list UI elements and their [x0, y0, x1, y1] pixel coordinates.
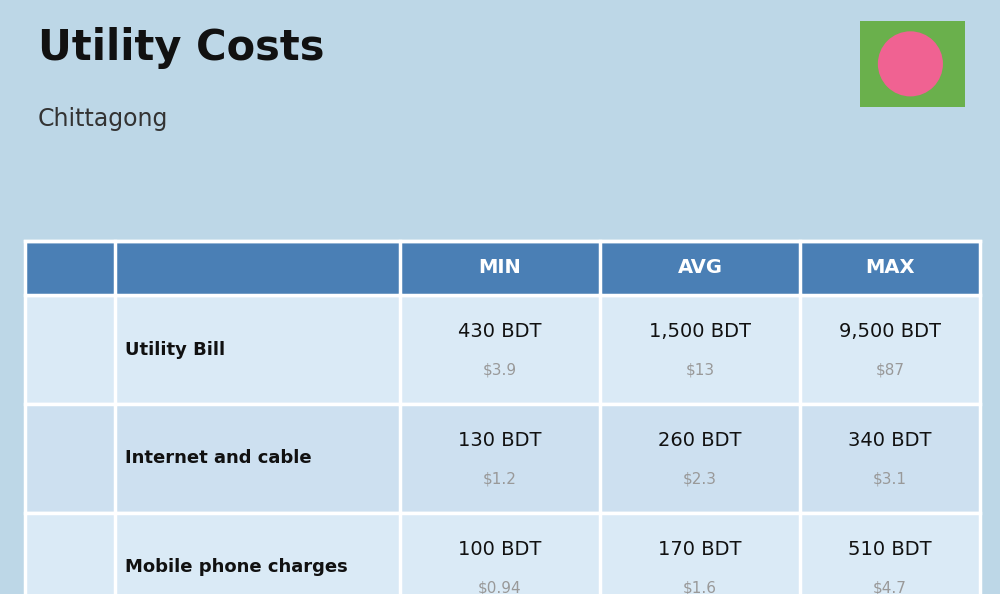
Text: $1.6: $1.6: [683, 580, 717, 594]
Text: Utility Bill: Utility Bill: [125, 340, 225, 359]
Text: 1,500 BDT: 1,500 BDT: [649, 323, 751, 341]
Text: 130 BDT: 130 BDT: [458, 431, 542, 450]
Text: $0.94: $0.94: [478, 580, 522, 594]
Text: Utility Costs: Utility Costs: [38, 27, 324, 69]
Text: 510 BDT: 510 BDT: [848, 540, 932, 558]
Text: $2.3: $2.3: [683, 472, 717, 486]
Text: $13: $13: [685, 363, 715, 378]
Text: Internet and cable: Internet and cable: [125, 449, 312, 467]
FancyBboxPatch shape: [38, 328, 103, 371]
Text: $3.9: $3.9: [483, 363, 517, 378]
Text: 100 BDT: 100 BDT: [458, 540, 542, 558]
Text: $87: $87: [876, 363, 904, 378]
FancyBboxPatch shape: [25, 513, 980, 594]
Ellipse shape: [878, 31, 943, 96]
Text: $4.7: $4.7: [873, 580, 907, 594]
Text: AVG: AVG: [678, 258, 722, 277]
Text: Chittagong: Chittagong: [38, 107, 168, 131]
Text: 340 BDT: 340 BDT: [848, 431, 932, 450]
Text: 170 BDT: 170 BDT: [658, 540, 742, 558]
FancyBboxPatch shape: [38, 546, 103, 588]
Text: 9,500 BDT: 9,500 BDT: [839, 323, 941, 341]
Text: 430 BDT: 430 BDT: [458, 323, 542, 341]
Text: 260 BDT: 260 BDT: [658, 431, 742, 450]
FancyBboxPatch shape: [38, 437, 103, 479]
Text: $1.2: $1.2: [483, 472, 517, 486]
FancyBboxPatch shape: [25, 295, 980, 404]
Text: MIN: MIN: [479, 258, 521, 277]
FancyBboxPatch shape: [25, 241, 980, 295]
Text: MAX: MAX: [865, 258, 915, 277]
FancyBboxPatch shape: [25, 404, 980, 513]
Text: $3.1: $3.1: [873, 472, 907, 486]
Text: Mobile phone charges: Mobile phone charges: [125, 558, 348, 576]
FancyBboxPatch shape: [860, 21, 965, 107]
